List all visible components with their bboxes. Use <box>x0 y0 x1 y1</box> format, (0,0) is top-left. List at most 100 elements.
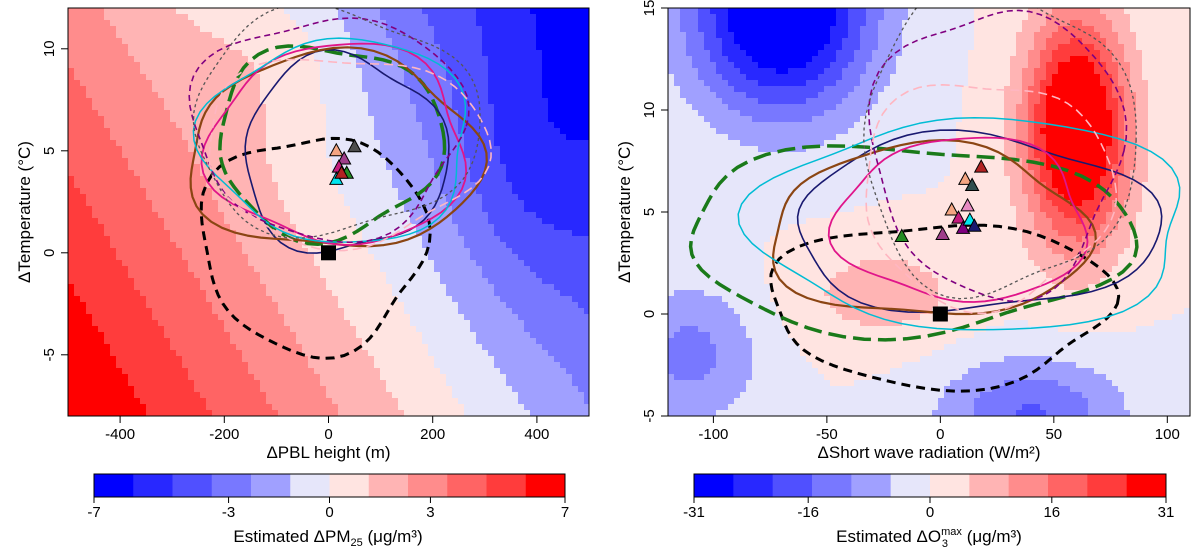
x-tick-label: -200 <box>209 426 239 443</box>
colorbar-swatch <box>812 474 852 497</box>
colorbar-label-prefix: Estimated ΔO <box>836 527 941 546</box>
colorbar-swatch <box>290 474 330 497</box>
x-tick-label: 0 <box>324 426 332 443</box>
colorbar-swatch <box>408 474 448 497</box>
triangle-marker <box>347 138 362 153</box>
colorbar-swatch <box>694 474 734 497</box>
triangle-marker <box>964 177 980 191</box>
x-tick-label: 50 <box>1045 426 1062 443</box>
colorbar-swatch <box>329 474 370 497</box>
y-tick-label: 0 <box>41 249 58 257</box>
colorbar-swatch <box>1126 474 1167 497</box>
colorbar-swatch <box>772 474 813 497</box>
colorbar-swatch <box>1087 474 1128 497</box>
colorbar-swatch <box>251 474 291 497</box>
x-axis-label: ΔPBL height (m) <box>266 443 390 462</box>
triangle-marker <box>336 150 352 165</box>
contour-lines <box>688 8 1181 393</box>
contour-line <box>200 42 468 246</box>
colorbar-tick-label: -7 <box>87 504 100 521</box>
colorbar-tick-label: 16 <box>1043 504 1060 521</box>
colorbar-label: Estimated ΔPM25 (μg/m³) <box>233 527 422 549</box>
triangle-marker <box>967 218 982 232</box>
colorbar-swatch <box>1008 474 1049 497</box>
triangle-marker <box>960 197 975 212</box>
triangle-marker <box>894 228 910 242</box>
x-tick-label: 0 <box>936 426 944 443</box>
colorbar-swatch <box>930 474 970 497</box>
triangle-marker <box>935 226 950 240</box>
y-tick-label: 0 <box>641 310 658 318</box>
y-tick-label: 10 <box>641 102 658 119</box>
colorbar: -7 -3 0 3 7 Estimated ΔPM25 (μg/m³) <box>87 473 569 549</box>
scenario-markers <box>321 138 362 261</box>
colorbar-swatch <box>733 474 774 497</box>
left-panel: -400 -200 0 200 400 -5 0 5 10 ΔPBL height (m) ΔTem… <box>15 7 590 549</box>
colorbar-label-units: (μg/m³) <box>962 527 1022 546</box>
colorbar-label-prefix: Estimated ΔPM <box>233 527 350 546</box>
colorbar-swatch <box>172 474 213 497</box>
colorbar-swatch <box>851 474 892 497</box>
contour-line <box>865 84 1117 315</box>
x-tick-label: 100 <box>1155 426 1180 443</box>
y-tick-label: -5 <box>641 409 658 422</box>
y-tick-label: 10 <box>41 40 58 57</box>
contour-line <box>867 9 1128 303</box>
heatmap-field <box>668 8 1190 416</box>
x-tick-label: 200 <box>420 426 445 443</box>
colorbar-label-units: (μg/m³) <box>363 527 423 546</box>
colorbar-tick-label: 7 <box>561 504 569 521</box>
colorbar-swatch <box>969 474 1010 497</box>
colorbar-swatch <box>447 474 487 497</box>
baseline-square-marker <box>932 306 948 322</box>
heatmap-field <box>68 8 589 416</box>
colorbar-tick-label: 31 <box>1158 504 1175 521</box>
colorbar-tick-label: -16 <box>797 504 819 521</box>
contour-line <box>192 8 481 239</box>
colorbar-label-sub: 25 <box>351 537 363 549</box>
colorbar-tick-label: 0 <box>926 504 934 521</box>
contour-line <box>188 17 470 244</box>
colorbar-swatch <box>211 474 252 497</box>
triangle-marker <box>955 220 971 234</box>
baseline-square-marker <box>321 245 336 261</box>
colorbar-label-sup: max <box>941 526 962 538</box>
y-tick-label: 5 <box>641 208 658 216</box>
colorbar-swatch <box>890 474 931 497</box>
colorbar-swatch <box>368 474 409 497</box>
contour-line <box>208 58 492 252</box>
contour-line <box>218 44 447 246</box>
colorbar-swatch <box>486 474 527 497</box>
triangle-marker <box>328 142 344 157</box>
contour-line <box>769 223 1121 393</box>
colorbar-tick-label: 3 <box>426 504 434 521</box>
contour-line <box>863 8 1137 300</box>
y-axis-label: ΔTemperature (°C) <box>615 141 634 283</box>
x-tick-label: -50 <box>816 426 838 443</box>
scenario-markers <box>894 159 989 322</box>
triangle-marker <box>334 165 349 179</box>
colorbar-tick-label: 0 <box>325 504 333 521</box>
contour-line <box>772 139 1097 316</box>
contour-line <box>199 136 432 360</box>
y-tick-label: 5 <box>41 147 58 155</box>
colorbar-swatch <box>133 474 173 497</box>
colorbar-swatch <box>94 474 134 497</box>
colorbar-swatch <box>1048 474 1088 497</box>
contour-line <box>189 46 488 248</box>
x-tick-label: -100 <box>698 426 728 443</box>
y-axis-label: ΔTemperature (°C) <box>15 141 34 283</box>
contour-line <box>688 144 1139 342</box>
contour-line <box>192 37 467 243</box>
x-axis-label: ΔShort wave radiation (W/m²) <box>818 443 1041 462</box>
contour-line <box>796 129 1163 313</box>
x-tick-label: -400 <box>105 426 135 443</box>
triangle-marker <box>951 210 966 224</box>
y-tick-label: -5 <box>41 348 58 361</box>
colorbar-label-sub: 3 <box>942 538 948 550</box>
colorbar-label: Estimated ΔOmax 3 (μg/m³) <box>836 526 1022 550</box>
colorbar-tick-label: -31 <box>683 504 705 521</box>
triangle-marker <box>957 171 973 185</box>
